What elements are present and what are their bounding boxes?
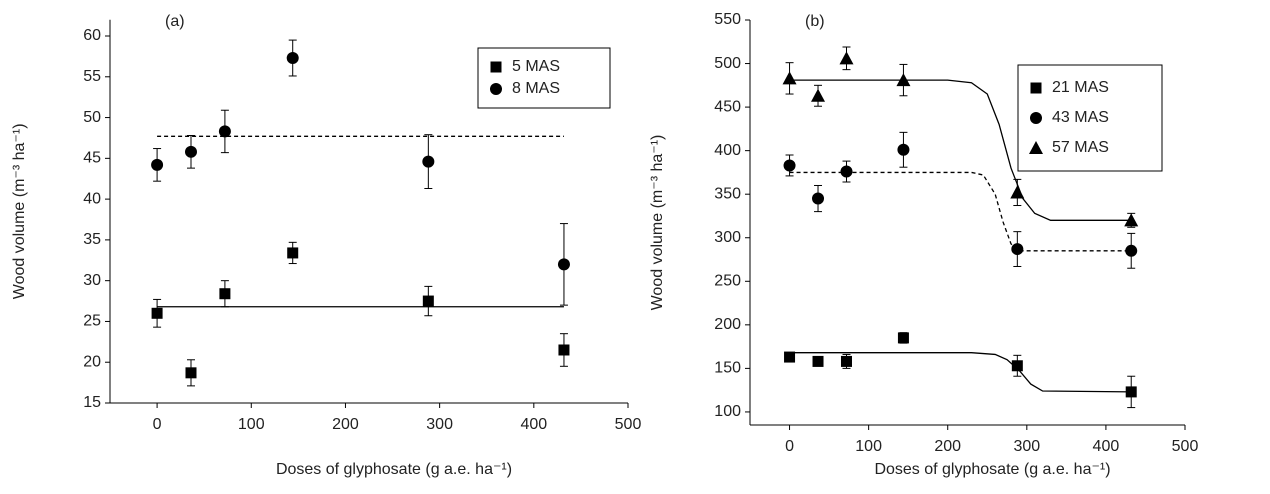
y-tick-label: 550 xyxy=(714,11,741,28)
marker-circle xyxy=(840,165,853,178)
marker-square xyxy=(151,307,163,319)
y-tick-label: 30 xyxy=(83,272,101,289)
y-tick-label: 400 xyxy=(714,142,741,159)
marker-triangle xyxy=(1124,213,1139,227)
legend-label: 8 MAS xyxy=(512,80,560,97)
y-tick-label: 40 xyxy=(83,190,101,207)
y-tick-label: 250 xyxy=(714,273,741,290)
x-axis-label: Doses of glyphosate (g a.e. ha⁻¹) xyxy=(276,461,512,478)
marker-square xyxy=(784,351,796,363)
marker-triangle xyxy=(782,71,797,85)
marker-circle xyxy=(184,145,197,158)
x-tick-label: 100 xyxy=(855,438,882,455)
marker-square xyxy=(185,367,197,379)
marker-square xyxy=(897,332,909,344)
marker-square xyxy=(558,344,570,356)
fit-line xyxy=(789,171,1132,252)
x-tick-label: 0 xyxy=(153,416,162,433)
x-tick-label: 400 xyxy=(520,416,547,433)
y-tick-label: 500 xyxy=(714,55,741,72)
marker-square xyxy=(840,355,852,367)
legend-marker xyxy=(1030,82,1042,94)
legend-label: 5 MAS xyxy=(512,58,560,75)
fit-line xyxy=(789,79,1132,221)
marker-triangle xyxy=(896,73,911,87)
legend-marker xyxy=(1030,112,1042,124)
marker-circle xyxy=(1011,243,1024,256)
legend-label: 21 MAS xyxy=(1052,79,1109,96)
marker-circle xyxy=(812,192,825,205)
y-tick-label: 100 xyxy=(714,403,741,420)
legend-label: 43 MAS xyxy=(1052,109,1109,126)
y-tick-label: 50 xyxy=(83,109,101,126)
marker-circle xyxy=(783,159,796,172)
legend-marker xyxy=(490,61,502,73)
y-tick-label: 20 xyxy=(83,353,101,370)
x-tick-label: 300 xyxy=(426,416,453,433)
x-axis-label: Doses of glyphosate (g a.e. ha⁻¹) xyxy=(874,461,1110,478)
y-tick-label: 300 xyxy=(714,229,741,246)
x-tick-label: 200 xyxy=(332,416,359,433)
marker-circle xyxy=(218,125,231,138)
marker-square xyxy=(1125,386,1137,398)
y-tick-label: 450 xyxy=(714,98,741,115)
marker-square xyxy=(1011,360,1023,372)
marker-square xyxy=(812,355,824,367)
marker-square xyxy=(219,288,231,300)
legend-box xyxy=(477,47,611,109)
marker-circle xyxy=(897,143,910,156)
y-tick-label: 60 xyxy=(83,27,101,44)
y-tick-label: 25 xyxy=(83,313,101,330)
marker-circle xyxy=(151,158,164,171)
y-tick-label: 35 xyxy=(83,231,101,248)
legend-marker xyxy=(490,83,502,95)
y-tick-label: 55 xyxy=(83,68,101,85)
fit-line xyxy=(789,352,1132,393)
y-tick-label: 150 xyxy=(714,360,741,377)
marker-circle xyxy=(422,155,435,168)
marker-circle xyxy=(557,258,570,271)
marker-circle xyxy=(286,52,299,65)
y-tick-label: 200 xyxy=(714,316,741,333)
x-tick-label: 0 xyxy=(785,438,794,455)
legend-label: 57 MAS xyxy=(1052,139,1109,156)
panel-label: (b) xyxy=(805,13,825,30)
marker-triangle xyxy=(811,88,826,102)
y-tick-label: 350 xyxy=(714,185,741,202)
marker-square xyxy=(287,247,299,259)
panel-label: (a) xyxy=(165,13,185,30)
marker-triangle xyxy=(1010,185,1025,199)
x-tick-label: 500 xyxy=(1172,438,1199,455)
x-tick-label: 200 xyxy=(934,438,961,455)
marker-square xyxy=(422,295,434,307)
x-tick-label: 400 xyxy=(1093,438,1120,455)
legend-marker xyxy=(1029,141,1043,154)
x-tick-label: 500 xyxy=(615,416,642,433)
y-tick-label: 45 xyxy=(83,150,101,167)
y-axis-label: Wood volume (m⁻³ ha⁻¹) xyxy=(649,135,666,311)
y-tick-label: 15 xyxy=(83,394,101,411)
x-tick-label: 100 xyxy=(238,416,265,433)
marker-circle xyxy=(1125,244,1138,257)
marker-triangle xyxy=(839,51,854,65)
x-tick-label: 300 xyxy=(1013,438,1040,455)
y-axis-label: Wood volume (m⁻³ ha⁻¹) xyxy=(11,123,28,299)
